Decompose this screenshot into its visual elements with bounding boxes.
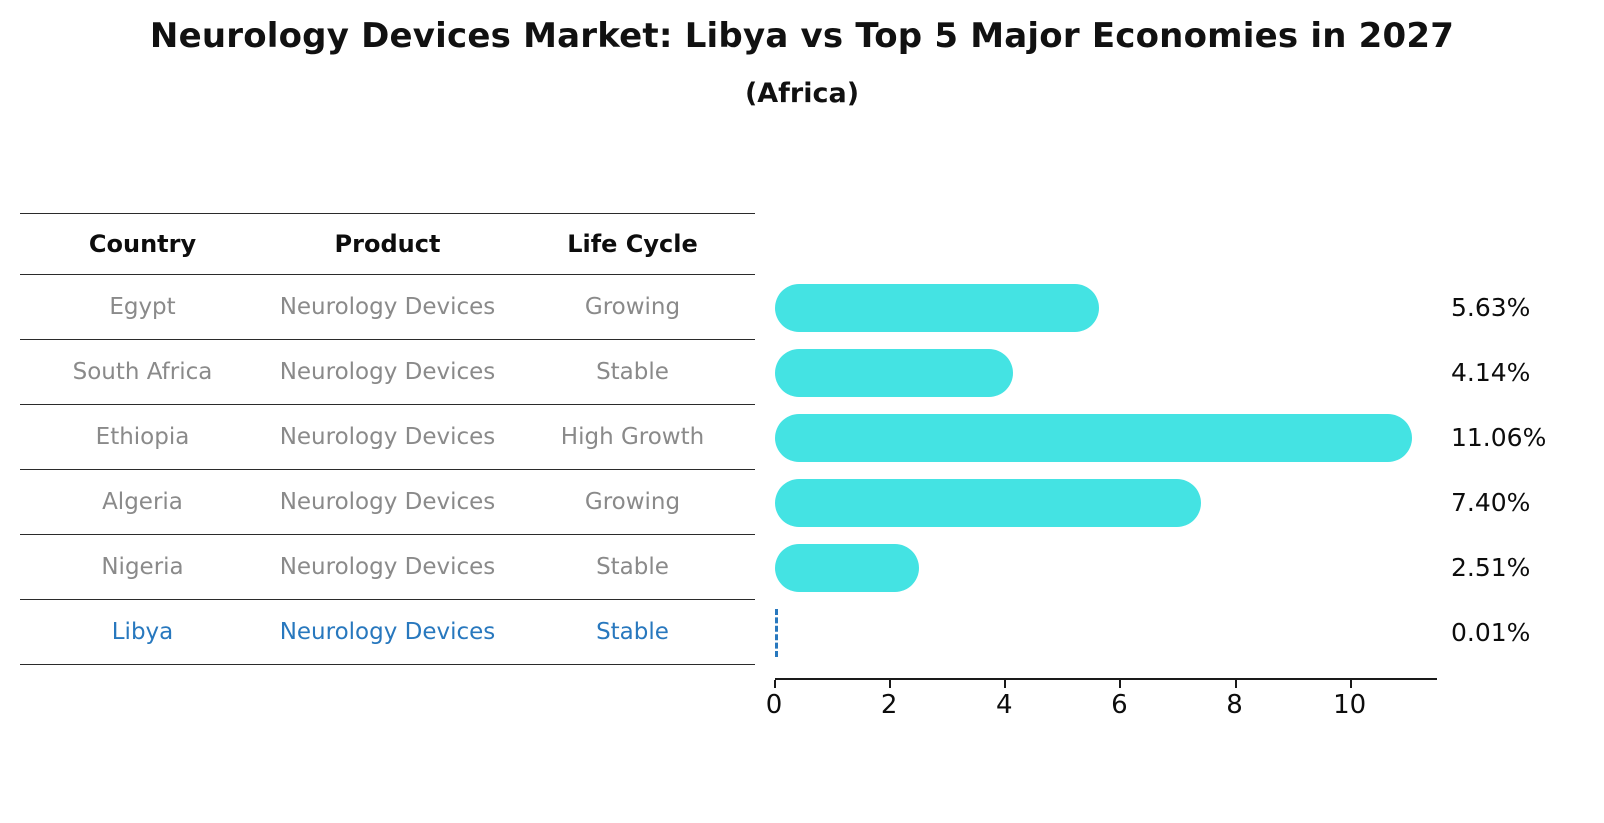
cell-lifecycle: Stable	[596, 359, 669, 385]
table-header-row: Country Product Life Cycle	[0, 213, 1604, 275]
cell-lifecycle: Stable	[596, 554, 669, 580]
header-label-spacer	[1437, 213, 1604, 275]
tick-mark: 6	[1111, 680, 1128, 720]
bar	[775, 348, 1014, 397]
x-axis: 0 2 4 6 8 10	[766, 665, 1437, 725]
table-row-cells: Nigeria Neurology Devices Stable	[20, 535, 755, 600]
row-gap	[755, 405, 775, 470]
table-row-cells: Libya Neurology Devices Stable	[20, 600, 755, 665]
col-header-lifecycle: Life Cycle	[567, 230, 698, 258]
table-row-cells: Egypt Neurology Devices Growing	[20, 275, 755, 340]
x-axis-row: 0 2 4 6 8 10	[0, 665, 1604, 725]
cell-lifecycle: Growing	[584, 489, 681, 515]
bar-track	[775, 405, 1437, 470]
tick-label: 0	[765, 690, 783, 720]
table-row: Ethiopia Neurology Devices High Growth 1…	[0, 405, 1604, 470]
bar-value-label: 11.06%	[1451, 423, 1547, 452]
cell-country: South Africa	[72, 359, 213, 385]
cell-country: Egypt	[109, 294, 176, 320]
table-row: Nigeria Neurology Devices Stable 2.51%	[0, 535, 1604, 600]
cell-lifecycle: Growing	[584, 294, 681, 320]
bar-value-label: 0.01%	[1451, 618, 1531, 647]
tick-label: 4	[995, 690, 1013, 720]
bar	[775, 283, 1100, 332]
data-rows: Egypt Neurology Devices Growing 5.63% So…	[0, 275, 1604, 665]
row-gap	[755, 340, 775, 405]
table-row: Libya Neurology Devices Stable 0.01%	[0, 600, 1604, 665]
tick-mark: 2	[881, 680, 897, 720]
cell-product: Neurology Devices	[279, 424, 496, 450]
row-gap	[755, 470, 775, 535]
cell-product: Neurology Devices	[279, 619, 496, 645]
table-row: Algeria Neurology Devices Growing 7.40%	[0, 470, 1604, 535]
table-row: South Africa Neurology Devices Stable 4.…	[0, 340, 1604, 405]
tick-mark: 8	[1226, 680, 1243, 720]
bar-value-label: 7.40%	[1451, 488, 1531, 517]
tick-mark: 10	[1333, 680, 1366, 720]
cell-lifecycle: High Growth	[560, 424, 705, 450]
header-chart-spacer	[775, 213, 1437, 275]
table-row-cells: South Africa Neurology Devices Stable	[20, 340, 755, 405]
tick-mark: 0	[766, 680, 782, 720]
table-header-cells: Country Product Life Cycle	[20, 213, 755, 275]
bar-track	[775, 535, 1437, 600]
cell-lifecycle: Stable	[596, 619, 669, 645]
bar-value-label: 5.63%	[1451, 293, 1531, 322]
table-row-cells: Ethiopia Neurology Devices High Growth	[20, 405, 755, 470]
table-row-cells: Algeria Neurology Devices Growing	[20, 470, 755, 535]
bar-track	[775, 275, 1437, 340]
bar	[775, 478, 1201, 527]
bar-track	[775, 600, 1437, 665]
tick-label: 8	[1226, 690, 1243, 720]
row-gap	[755, 275, 775, 340]
bar-value-label: 2.51%	[1451, 553, 1531, 582]
tick-label: 10	[1333, 690, 1367, 720]
cell-product: Neurology Devices	[279, 554, 496, 580]
cell-country: Ethiopia	[95, 424, 190, 450]
x-axis-line	[775, 678, 1437, 680]
tick-label: 6	[1111, 690, 1128, 720]
col-header-product: Product	[334, 230, 441, 258]
table-chart-gap	[755, 213, 775, 275]
tick-label: 2	[880, 690, 898, 720]
row-gap	[755, 600, 775, 665]
col-header-country: Country	[88, 230, 197, 258]
chart-subtitle: (Africa)	[744, 78, 860, 109]
chart-area: Country Product Life Cycle Egypt Neurolo…	[0, 213, 1604, 725]
row-gap	[755, 535, 775, 600]
bar	[775, 608, 778, 657]
cell-product: Neurology Devices	[279, 294, 496, 320]
table-row: Egypt Neurology Devices Growing 5.63%	[0, 275, 1604, 340]
chart-title: Neurology Devices Market: Libya vs Top 5…	[149, 16, 1455, 56]
tick-mark: 4	[996, 680, 1013, 720]
bar-track	[775, 340, 1437, 405]
cell-country: Libya	[111, 619, 174, 645]
bar	[775, 413, 1412, 462]
cell-country: Algeria	[102, 489, 183, 515]
bar	[775, 543, 920, 592]
bar-value-label: 4.14%	[1451, 358, 1531, 387]
cell-product: Neurology Devices	[279, 359, 496, 385]
cell-country: Nigeria	[101, 554, 184, 580]
axis-left-spacer	[20, 665, 755, 725]
bar-track	[775, 470, 1437, 535]
cell-product: Neurology Devices	[279, 489, 496, 515]
